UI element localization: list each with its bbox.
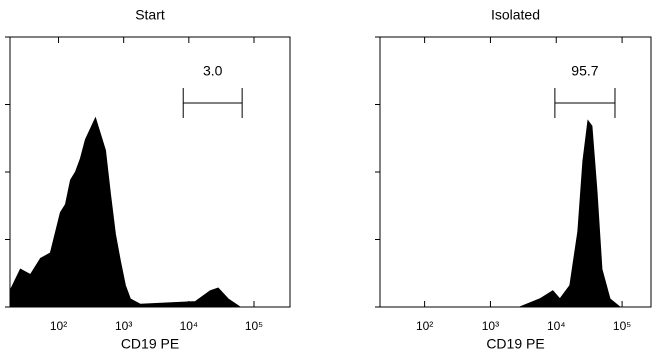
x-tick-label: 10⁵ [613,319,631,333]
panel-title: Start [135,7,165,23]
x-tick-label: 10³ [115,319,132,333]
gate-percent: 95.7 [571,63,598,79]
plot-frame [379,36,652,308]
histogram-area [9,116,242,308]
x-tick-label: 10⁴ [180,319,199,333]
x-tick-label: 10² [416,319,433,333]
x-axis-label: CD19 PE [486,336,544,352]
x-axis-label: CD19 PE [121,336,179,352]
histogram-area [519,119,622,308]
gate-percent: 3.0 [203,63,223,79]
x-tick-label: 10⁴ [547,319,566,333]
panel-title: Isolated [491,7,540,23]
x-tick-label: 10³ [482,319,499,333]
x-tick-label: 10⁵ [245,319,263,333]
x-tick-label: 10² [50,319,67,333]
